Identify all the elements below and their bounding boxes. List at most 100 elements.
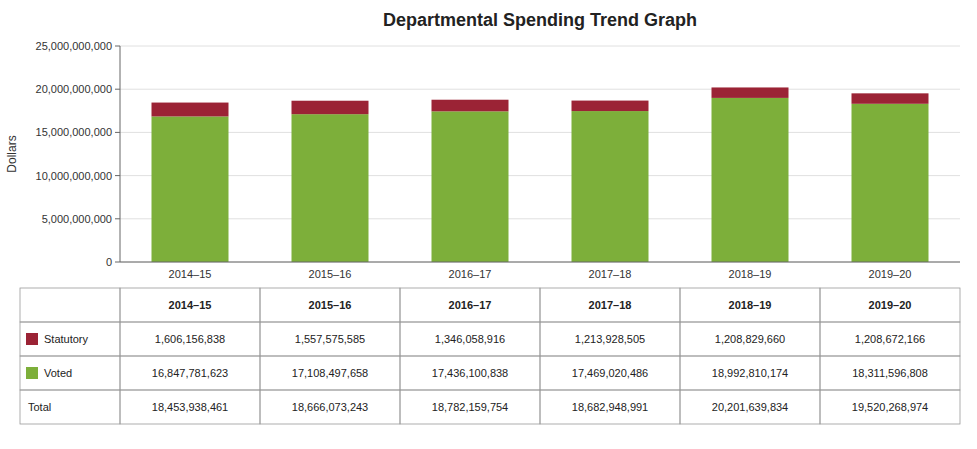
y-tick-label: 10,000,000,000 [36,170,112,182]
bar-segment [712,87,789,97]
table-value: 18,782,159,754 [432,401,508,413]
y-tick [115,218,120,219]
table-row-label: Voted [44,367,72,379]
table-cell [820,356,960,390]
y-tick [115,175,120,176]
table-cell [120,356,260,390]
table-value: 18,666,073,243 [292,401,368,413]
chart: Departmental Spending Trend Graph Dollars… [0,0,977,449]
y-tick-label: 20,000,000,000 [36,83,112,95]
table-cell [400,322,540,356]
table-value: 17,436,100,838 [432,367,508,379]
table-value: 1,208,672,166 [855,333,925,345]
table-value: 20,201,639,834 [712,401,788,413]
bar-segment [852,104,929,262]
table-value: 18,992,810,174 [712,367,788,379]
grid-line [120,262,960,263]
x-tick-label: 2015–16 [309,268,352,280]
table-cell [820,390,960,424]
x-tick-label: 2016–17 [449,268,492,280]
bar-segment [292,114,369,262]
table-cell [260,322,400,356]
table-cell [260,288,400,322]
table-row-label: Total [28,401,51,413]
bar-segment [292,101,369,114]
table-cell [400,390,540,424]
table-header: 2017–18 [589,299,632,311]
y-tick-label: 25,000,000,000 [36,40,112,52]
table-cell [120,288,260,322]
bars [152,87,929,262]
table-value: 1,346,058,916 [435,333,505,345]
table-cell [20,390,120,424]
table-value: 16,847,781,623 [152,367,228,379]
title: Departmental Spending Trend Graph [383,10,697,30]
table-value: 17,469,020,486 [572,367,648,379]
table-header: 2016–17 [449,299,492,311]
x-tick-label: 2017–18 [589,268,632,280]
grid-line [120,46,960,47]
table-value: 1,557,575,585 [295,333,365,345]
bar-segment [712,98,789,262]
y-axis [120,46,121,262]
table-cell [540,390,680,424]
table-header: 2015–16 [309,299,352,311]
x-tick-label: 2014–15 [169,268,212,280]
bar-segment [572,111,649,262]
table-cell [20,322,120,356]
table-cell [540,322,680,356]
legend-swatch [26,333,38,345]
y-tick-label: 0 [106,256,112,268]
table-header: 2014–15 [169,299,212,311]
table-cell [680,356,820,390]
table-cell [680,288,820,322]
table-value: 18,682,948,991 [572,401,648,413]
bar-segment [152,116,229,262]
table-cell [120,322,260,356]
table-header: 2018–19 [729,299,772,311]
table-value: 1,606,156,838 [155,333,225,345]
table-cell [20,356,120,390]
table-cell [820,288,960,322]
table-cell [820,322,960,356]
data-table: 2014–15 2015–16 2016–17 2017–18 2018–19 2019–… [20,288,960,424]
table-cell [20,288,120,322]
bar-segment [432,100,509,112]
table-cell [680,390,820,424]
y-axis-label: Dollars [5,135,19,172]
table-cell [260,390,400,424]
y-tick [115,262,120,263]
bar-segment [152,103,229,117]
table-cell [400,288,540,322]
table-row-label: Statutory [44,333,89,345]
table-cell [400,356,540,390]
y-tick-label: 15,000,000,000 [36,126,112,138]
bar-segment [852,93,929,103]
grid: 0 5,000,000,000 10,000,000,000 15,000,000,0… [36,40,960,268]
table-value: 19,520,268,974 [852,401,928,413]
y-tick [115,89,120,90]
table-cell [120,390,260,424]
grid-line [120,218,960,219]
bar-segment [432,111,509,262]
y-tick [115,132,120,133]
bar-segment [572,101,649,111]
grid-line [120,132,960,133]
table-cell [540,356,680,390]
table-cell [540,288,680,322]
grid-line [120,89,960,90]
x-axis [120,262,960,263]
x-tick-label: 2018–19 [729,268,772,280]
x-tick-label: 2019–20 [869,268,912,280]
table-value: 18,453,938,461 [152,401,228,413]
y-tick [115,46,120,47]
grid-line [120,175,960,176]
table-value: 1,213,928,505 [575,333,645,345]
table-cell [260,356,400,390]
legend-swatch [26,367,38,379]
y-tick-label: 5,000,000,000 [42,213,112,225]
table-value: 18,311,596,808 [852,367,928,379]
table-cell [680,322,820,356]
table-header: 2019–20 [869,299,912,311]
table-value: 1,208,829,660 [715,333,785,345]
